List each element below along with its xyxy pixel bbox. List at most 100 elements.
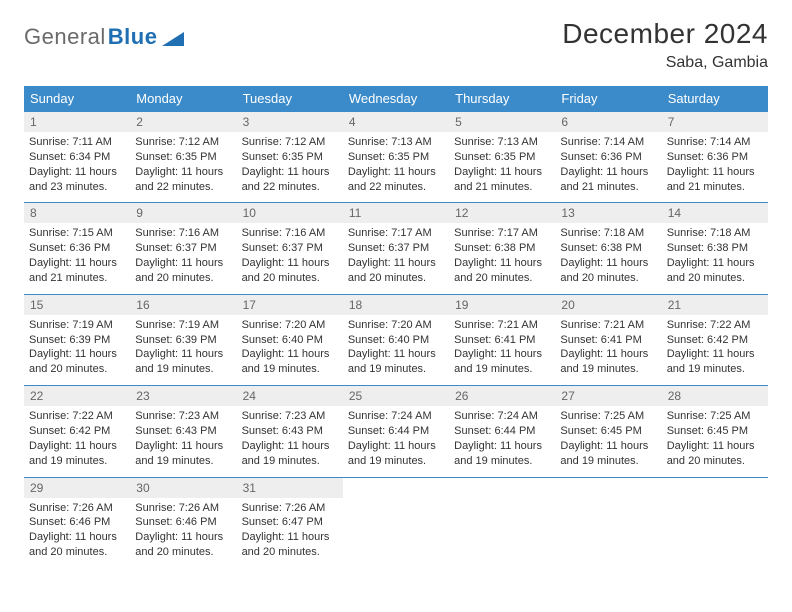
sunrise-text: Sunrise: 7:13 AM	[454, 135, 550, 150]
sunrise-text: Sunrise: 7:14 AM	[667, 135, 763, 150]
daynum-row: 15161718192021	[24, 294, 768, 315]
weekday-header: Monday	[130, 86, 236, 112]
sunrise-text: Sunrise: 7:24 AM	[454, 409, 550, 424]
sunset-text: Sunset: 6:41 PM	[454, 333, 550, 348]
daylight-text: Daylight: 11 hours and 21 minutes.	[454, 165, 550, 195]
day-body-cell: Sunrise: 7:14 AMSunset: 6:36 PMDaylight:…	[662, 132, 768, 203]
day-body-cell: Sunrise: 7:20 AMSunset: 6:40 PMDaylight:…	[343, 315, 449, 386]
day-body-cell: Sunrise: 7:22 AMSunset: 6:42 PMDaylight:…	[24, 406, 130, 477]
sunset-text: Sunset: 6:46 PM	[29, 515, 125, 530]
sunrise-text: Sunrise: 7:12 AM	[135, 135, 231, 150]
day-body-row: Sunrise: 7:22 AMSunset: 6:42 PMDaylight:…	[24, 406, 768, 477]
logo: GeneralBlue	[24, 18, 184, 50]
daylight-text: Daylight: 11 hours and 19 minutes.	[348, 347, 444, 377]
daylight-text: Daylight: 11 hours and 20 minutes.	[348, 256, 444, 286]
sunrise-text: Sunrise: 7:11 AM	[29, 135, 125, 150]
day-number-cell: 1	[24, 112, 130, 133]
header: GeneralBlue December 2024 Saba, Gambia	[24, 18, 768, 72]
calendar-table: Sunday Monday Tuesday Wednesday Thursday…	[24, 86, 768, 568]
day-body-cell: Sunrise: 7:16 AMSunset: 6:37 PMDaylight:…	[237, 223, 343, 294]
day-body-cell: Sunrise: 7:13 AMSunset: 6:35 PMDaylight:…	[343, 132, 449, 203]
sunrise-text: Sunrise: 7:20 AM	[242, 318, 338, 333]
sunset-text: Sunset: 6:43 PM	[242, 424, 338, 439]
day-body-cell: Sunrise: 7:19 AMSunset: 6:39 PMDaylight:…	[130, 315, 236, 386]
weekday-header: Friday	[555, 86, 661, 112]
sunset-text: Sunset: 6:42 PM	[29, 424, 125, 439]
day-number-cell	[555, 477, 661, 498]
title-block: December 2024 Saba, Gambia	[562, 18, 768, 72]
sunset-text: Sunset: 6:35 PM	[135, 150, 231, 165]
sunset-text: Sunset: 6:44 PM	[348, 424, 444, 439]
sunset-text: Sunset: 6:38 PM	[560, 241, 656, 256]
day-body-cell	[343, 498, 449, 568]
day-body-row: Sunrise: 7:11 AMSunset: 6:34 PMDaylight:…	[24, 132, 768, 203]
day-number-cell: 23	[130, 386, 236, 407]
daylight-text: Daylight: 11 hours and 19 minutes.	[454, 439, 550, 469]
day-body-cell: Sunrise: 7:13 AMSunset: 6:35 PMDaylight:…	[449, 132, 555, 203]
sunrise-text: Sunrise: 7:26 AM	[242, 501, 338, 516]
sunrise-text: Sunrise: 7:23 AM	[135, 409, 231, 424]
logo-text-2: Blue	[108, 24, 158, 50]
day-number-cell: 11	[343, 203, 449, 224]
sunset-text: Sunset: 6:45 PM	[667, 424, 763, 439]
daynum-row: 1234567	[24, 112, 768, 133]
daynum-row: 891011121314	[24, 203, 768, 224]
sunrise-text: Sunrise: 7:19 AM	[29, 318, 125, 333]
daylight-text: Daylight: 11 hours and 20 minutes.	[135, 256, 231, 286]
day-number-cell: 9	[130, 203, 236, 224]
location: Saba, Gambia	[562, 54, 768, 72]
day-number-cell: 7	[662, 112, 768, 133]
day-number-cell: 31	[237, 477, 343, 498]
sunrise-text: Sunrise: 7:13 AM	[348, 135, 444, 150]
day-number-cell: 25	[343, 386, 449, 407]
daylight-text: Daylight: 11 hours and 19 minutes.	[560, 439, 656, 469]
sunset-text: Sunset: 6:47 PM	[242, 515, 338, 530]
daylight-text: Daylight: 11 hours and 23 minutes.	[29, 165, 125, 195]
sunset-text: Sunset: 6:37 PM	[135, 241, 231, 256]
daylight-text: Daylight: 11 hours and 20 minutes.	[560, 256, 656, 286]
day-body-cell: Sunrise: 7:18 AMSunset: 6:38 PMDaylight:…	[662, 223, 768, 294]
sunrise-text: Sunrise: 7:21 AM	[454, 318, 550, 333]
sunrise-text: Sunrise: 7:26 AM	[29, 501, 125, 516]
day-body-cell: Sunrise: 7:11 AMSunset: 6:34 PMDaylight:…	[24, 132, 130, 203]
day-number-cell: 14	[662, 203, 768, 224]
day-body-cell: Sunrise: 7:26 AMSunset: 6:46 PMDaylight:…	[24, 498, 130, 568]
weekday-header: Sunday	[24, 86, 130, 112]
day-body-cell: Sunrise: 7:12 AMSunset: 6:35 PMDaylight:…	[237, 132, 343, 203]
sunset-text: Sunset: 6:42 PM	[667, 333, 763, 348]
daylight-text: Daylight: 11 hours and 20 minutes.	[29, 530, 125, 560]
daylight-text: Daylight: 11 hours and 19 minutes.	[135, 347, 231, 377]
day-body-cell: Sunrise: 7:24 AMSunset: 6:44 PMDaylight:…	[343, 406, 449, 477]
daylight-text: Daylight: 11 hours and 19 minutes.	[242, 347, 338, 377]
day-number-cell	[449, 477, 555, 498]
day-number-cell: 27	[555, 386, 661, 407]
day-body-cell: Sunrise: 7:16 AMSunset: 6:37 PMDaylight:…	[130, 223, 236, 294]
day-number-cell: 4	[343, 112, 449, 133]
sunset-text: Sunset: 6:35 PM	[242, 150, 338, 165]
daylight-text: Daylight: 11 hours and 21 minutes.	[29, 256, 125, 286]
daylight-text: Daylight: 11 hours and 22 minutes.	[135, 165, 231, 195]
daylight-text: Daylight: 11 hours and 20 minutes.	[454, 256, 550, 286]
sunset-text: Sunset: 6:38 PM	[454, 241, 550, 256]
month-title: December 2024	[562, 18, 768, 50]
sunset-text: Sunset: 6:34 PM	[29, 150, 125, 165]
day-body-cell	[555, 498, 661, 568]
day-body-cell: Sunrise: 7:17 AMSunset: 6:38 PMDaylight:…	[449, 223, 555, 294]
day-number-cell: 3	[237, 112, 343, 133]
logo-triangle-icon	[162, 26, 184, 52]
sunrise-text: Sunrise: 7:12 AM	[242, 135, 338, 150]
sunrise-text: Sunrise: 7:24 AM	[348, 409, 444, 424]
sunset-text: Sunset: 6:38 PM	[667, 241, 763, 256]
sunrise-text: Sunrise: 7:16 AM	[135, 226, 231, 241]
day-body-cell: Sunrise: 7:20 AMSunset: 6:40 PMDaylight:…	[237, 315, 343, 386]
day-number-cell: 21	[662, 294, 768, 315]
sunrise-text: Sunrise: 7:21 AM	[560, 318, 656, 333]
daylight-text: Daylight: 11 hours and 22 minutes.	[348, 165, 444, 195]
daylight-text: Daylight: 11 hours and 20 minutes.	[29, 347, 125, 377]
day-number-cell: 24	[237, 386, 343, 407]
day-body-cell: Sunrise: 7:14 AMSunset: 6:36 PMDaylight:…	[555, 132, 661, 203]
day-body-cell: Sunrise: 7:25 AMSunset: 6:45 PMDaylight:…	[555, 406, 661, 477]
daynum-row: 22232425262728	[24, 386, 768, 407]
daylight-text: Daylight: 11 hours and 20 minutes.	[667, 256, 763, 286]
day-number-cell: 20	[555, 294, 661, 315]
